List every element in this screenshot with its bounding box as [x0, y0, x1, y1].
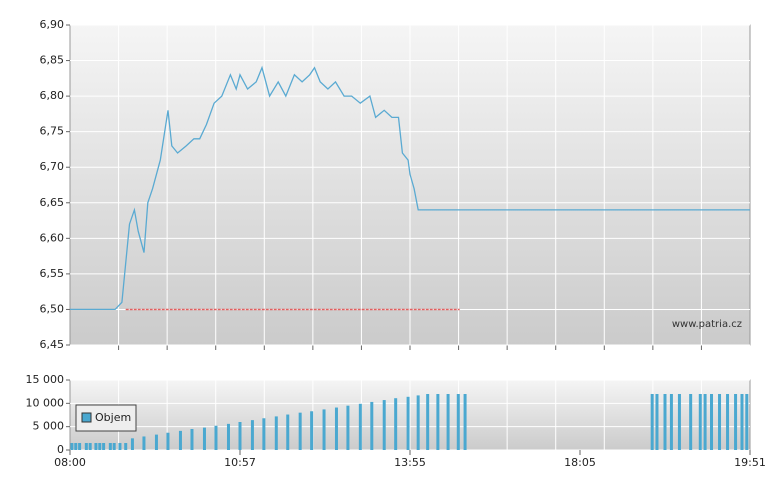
y-tick-label: 6,85 [40, 54, 65, 67]
volume-bar [88, 443, 92, 450]
volume-bar [655, 394, 659, 450]
volume-bar [74, 443, 78, 450]
y-tick-label: 6,75 [40, 125, 65, 138]
volume-bar [214, 425, 218, 450]
volume-bar [456, 394, 460, 450]
volume-bar [745, 394, 749, 450]
volume-bar [124, 443, 128, 450]
legend-label: Objem [95, 411, 131, 424]
volume-bar [108, 443, 112, 450]
volume-bar [310, 411, 314, 450]
volume-bar [698, 394, 702, 450]
volume-bar [689, 394, 693, 450]
volume-bar [154, 434, 158, 450]
volume-bar [446, 394, 450, 450]
volume-bar [677, 394, 681, 450]
y-tick-label: 5 000 [33, 420, 65, 433]
y-tick-label: 6,90 [40, 18, 65, 31]
y-tick-label: 6,60 [40, 231, 65, 244]
volume-bar [740, 394, 744, 450]
volume-bar [226, 423, 230, 450]
volume-bar [262, 418, 266, 450]
volume-bar [118, 443, 122, 450]
y-tick-label: 10 000 [26, 396, 65, 409]
x-tick-label: 10:57 [224, 456, 256, 469]
volume-bar [710, 394, 714, 450]
price-line [70, 65, 750, 311]
volume-bar [112, 443, 116, 450]
y-tick-label: 6,70 [40, 160, 65, 173]
volume-bar [463, 394, 467, 450]
volume-bar [382, 400, 386, 450]
y-tick-label: 6,55 [40, 267, 65, 280]
volume-bar [734, 394, 738, 450]
x-tick-label: 19:51 [734, 456, 766, 469]
volume-bar [286, 414, 290, 450]
legend-swatch [81, 412, 92, 423]
y-tick-label: 15 000 [26, 373, 65, 386]
volume-bar [142, 436, 146, 450]
volume-bar [130, 438, 134, 450]
x-tick-label: 18:05 [564, 456, 596, 469]
volume-bar [274, 416, 278, 450]
volume-bar [358, 403, 362, 450]
volume-bar [250, 420, 254, 450]
volume-bar [70, 443, 74, 450]
volume-bar [650, 394, 654, 450]
x-tick-label: 13:55 [394, 456, 426, 469]
volume-bar [370, 401, 374, 450]
y-tick-label: 6,45 [40, 338, 65, 351]
volume-bar [663, 394, 667, 450]
y-tick-label: 0 [57, 443, 64, 456]
volume-bar [94, 443, 98, 450]
volume-bar [78, 443, 82, 450]
volume-bar [416, 395, 420, 450]
volume-bar [703, 394, 707, 450]
y-tick-label: 6,80 [40, 89, 65, 102]
volume-bar [726, 394, 730, 450]
volume-bar [669, 394, 673, 450]
volume-bar [166, 432, 170, 450]
volume-bar [178, 430, 182, 450]
volume-bar [718, 394, 722, 450]
volume-bar [98, 443, 102, 450]
volume-bar [102, 443, 106, 450]
volume-bar [238, 422, 242, 450]
volume-bar [346, 405, 350, 450]
volume-bar [84, 443, 88, 450]
volume-bar [322, 409, 326, 450]
volume-bar [394, 398, 398, 450]
volume-bar [202, 427, 206, 450]
volume-bar [426, 394, 430, 450]
watermark: www.patria.cz [672, 319, 742, 330]
volume-bar [298, 412, 302, 450]
volume-bar [190, 429, 194, 450]
volume-bar [436, 394, 440, 450]
x-tick-label: 08:00 [54, 456, 86, 469]
volume-bar [406, 396, 410, 450]
y-tick-label: 6,65 [40, 196, 65, 209]
volume-bar [334, 407, 338, 450]
y-tick-label: 6,50 [40, 302, 65, 315]
